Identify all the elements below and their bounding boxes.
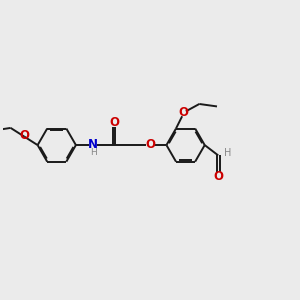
Text: O: O — [145, 138, 155, 151]
Text: O: O — [178, 106, 188, 119]
Text: H: H — [90, 148, 97, 158]
Text: N: N — [88, 138, 98, 151]
Text: O: O — [19, 129, 29, 142]
Text: O: O — [109, 116, 119, 129]
Text: H: H — [224, 148, 231, 158]
Text: O: O — [213, 170, 223, 184]
